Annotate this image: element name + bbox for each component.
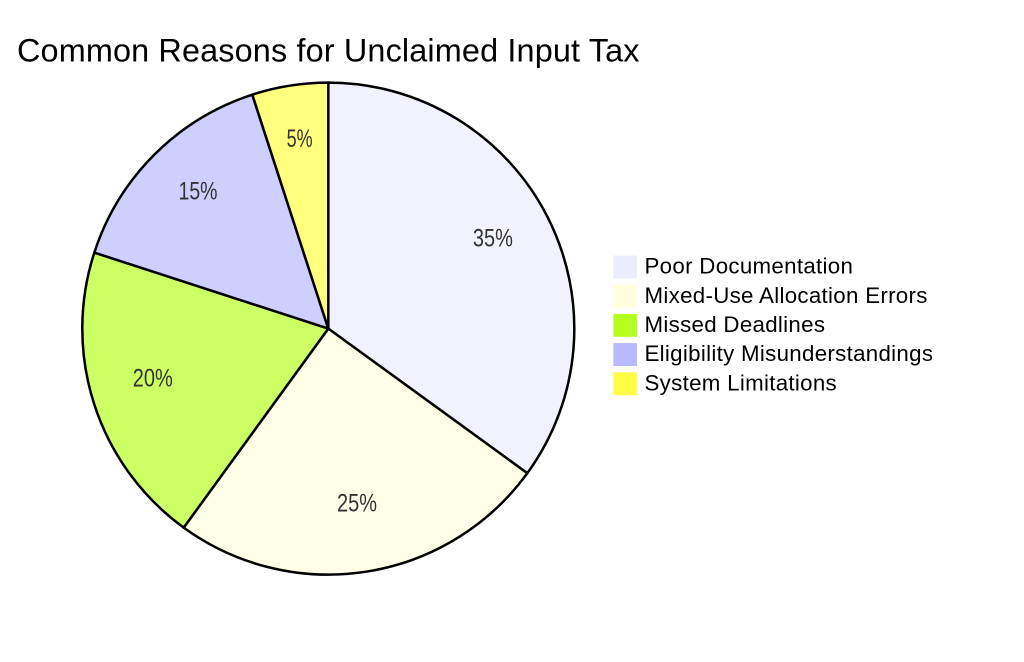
svg-text:25%: 25% — [337, 489, 377, 517]
svg-text:Eligibility Misunderstandings: Eligibility Misunderstandings — [645, 341, 934, 366]
svg-text:Common Reasons for Unclaimed I: Common Reasons for Unclaimed Input Tax — [17, 33, 640, 69]
svg-text:5%: 5% — [287, 125, 313, 153]
svg-text:Poor Documentation: Poor Documentation — [645, 254, 854, 279]
svg-text:System Limitations: System Limitations — [645, 370, 838, 395]
svg-text:Missed Deadlines: Missed Deadlines — [645, 312, 826, 337]
svg-text:20%: 20% — [133, 364, 173, 392]
svg-text:Mixed-Use Allocation Errors: Mixed-Use Allocation Errors — [645, 283, 928, 308]
svg-text:35%: 35% — [473, 225, 513, 253]
svg-text:15%: 15% — [179, 178, 218, 206]
